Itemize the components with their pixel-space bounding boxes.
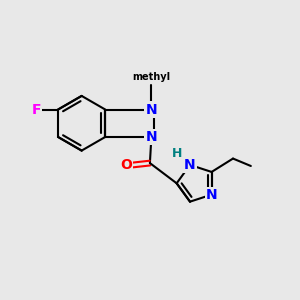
Text: N: N bbox=[184, 158, 196, 172]
Text: N: N bbox=[146, 103, 157, 117]
Text: N: N bbox=[206, 188, 218, 202]
Text: H: H bbox=[172, 147, 183, 160]
Text: F: F bbox=[32, 103, 41, 117]
Text: methyl: methyl bbox=[132, 72, 170, 82]
Text: O: O bbox=[120, 158, 132, 172]
Text: N: N bbox=[146, 130, 157, 144]
